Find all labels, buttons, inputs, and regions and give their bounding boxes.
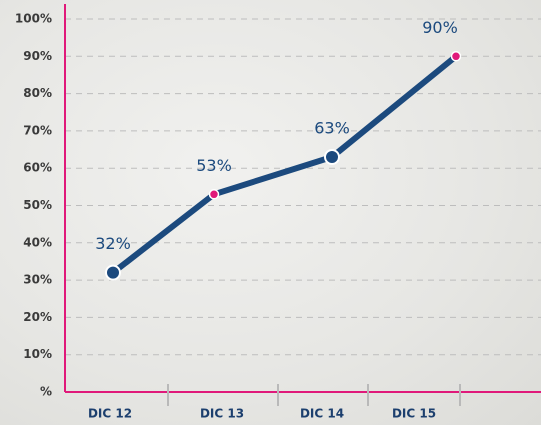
x-tick-label: DIC 13 — [200, 407, 244, 421]
y-tick-label: 70% — [23, 123, 52, 137]
y-tick-label: 60% — [23, 161, 52, 175]
point-marker — [105, 264, 121, 281]
y-tick-label: 80% — [23, 86, 52, 100]
y-tick-label: 100% — [15, 12, 52, 26]
y-tick-label: % — [40, 385, 52, 399]
point-marker — [450, 51, 462, 62]
y-tick-label: 10% — [23, 347, 52, 361]
point-marker — [208, 189, 220, 200]
y-tick-label: 50% — [23, 198, 52, 212]
data-label: 53% — [196, 156, 232, 175]
data-label: 32% — [95, 234, 131, 253]
data-label: 63% — [314, 119, 350, 138]
y-tick-label: 30% — [23, 273, 52, 287]
point-marker — [324, 149, 340, 166]
x-tick-label: DIC 12 — [88, 407, 132, 421]
y-tick-label: 40% — [23, 235, 52, 249]
line — [110, 53, 459, 276]
data-label: 90% — [422, 18, 458, 37]
x-tick-label: DIC 15 — [392, 407, 436, 421]
x-tick-label: DIC 14 — [300, 407, 344, 421]
y-tick-label: 20% — [23, 310, 52, 324]
y-tick-label: 90% — [23, 49, 52, 63]
